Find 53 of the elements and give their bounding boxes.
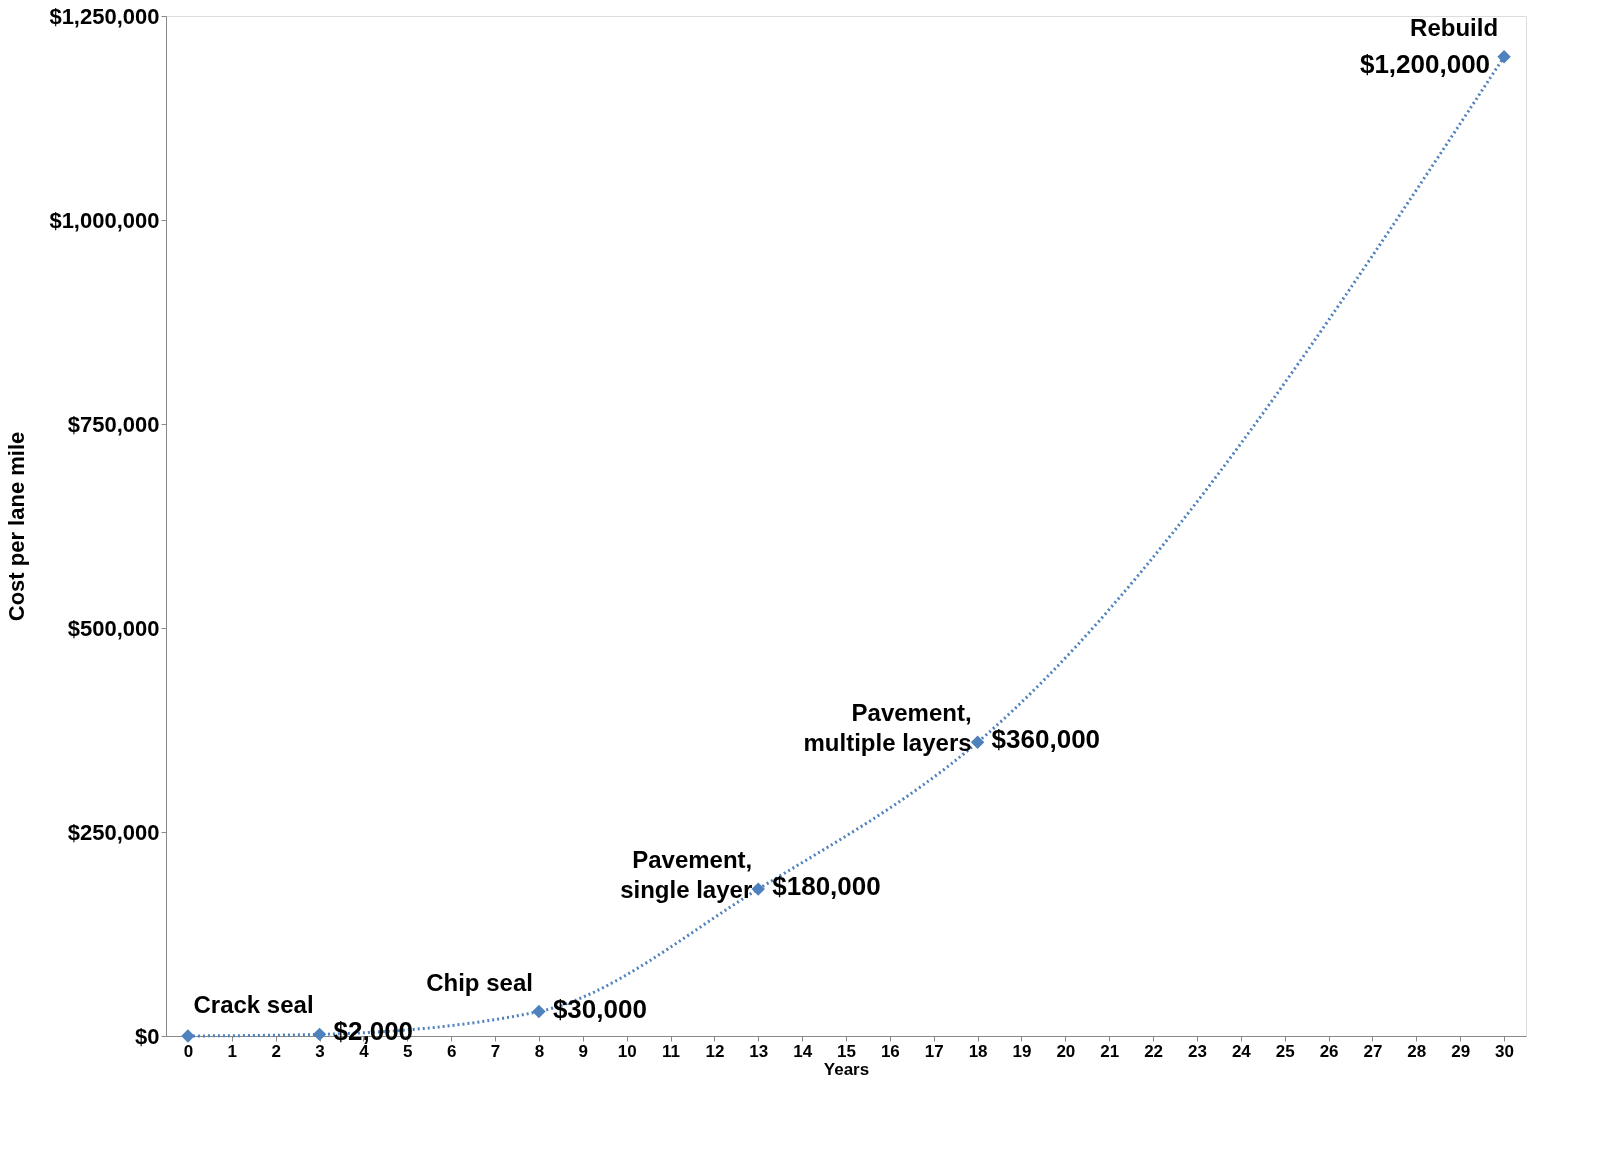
point [532,1004,546,1019]
x-tick-label: 15 [837,1041,856,1061]
y-tick-label: $250,000 [67,819,160,845]
x-tick-label: 2 [271,1041,281,1061]
x-tick-label: 10 [617,1041,637,1061]
y-axis-title: Cost per lane mile [4,431,30,622]
x-tick-label: 11 [662,1041,681,1061]
x-tick-label: 9 [578,1041,589,1061]
point [970,735,985,749]
annotation: Chip seal [426,968,533,996]
point [751,882,765,896]
annotation: Pavement, multiple layers [803,699,972,757]
x-tick-label: 29 [1451,1041,1471,1061]
x-tick-label: 21 [1100,1041,1120,1061]
x-axis-title: Years [823,1059,870,1079]
x-tick-label: 14 [793,1041,813,1061]
x-tick-label: 8 [534,1041,545,1061]
x-tick-label: 23 [1188,1041,1207,1061]
x-tick-label: 7 [490,1041,501,1061]
data-label: $30,000 [552,993,647,1024]
point [181,1029,195,1043]
x-tick-label: 27 [1363,1041,1383,1061]
point [1497,50,1511,64]
annotation: Crack seal [193,991,314,1019]
x-tick-label: 13 [749,1041,769,1061]
annotation: Rebuild [1410,13,1499,41]
y-tick-label: $0 [135,1023,160,1049]
point [312,1027,327,1042]
x-tick-label: 1 [227,1041,238,1061]
y-tick-label: $1,000,000 [49,207,160,233]
x-tick-label: 17 [924,1041,944,1061]
x-tick-label: 16 [880,1041,900,1061]
annotation: Pavement, single layer [620,846,753,904]
y-tick-label: $750,000 [67,411,160,437]
x-tick-label: 20 [1056,1041,1076,1061]
y-tick-label: $1,250,000 [49,3,160,29]
x-tick-label: 12 [705,1041,725,1061]
x-tick-label: 19 [1012,1041,1032,1061]
x-tick-label: 18 [968,1041,988,1061]
x-tick-label: 26 [1319,1041,1339,1061]
x-tick-label: 28 [1407,1041,1427,1061]
x-tick-label: 0 [183,1041,194,1061]
x-tick-label: 25 [1275,1041,1295,1061]
data-label: $1,200,000 [1359,48,1491,79]
x-tick-label: 5 [403,1041,413,1061]
x-tick-label: 6 [446,1041,457,1061]
x-tick-label: 22 [1144,1041,1164,1061]
data-label: $360,000 [991,724,1101,755]
x-tick-label: 3 [315,1041,325,1061]
y-tick-label: $500,000 [67,615,160,641]
x-tick-label: 30 [1495,1041,1515,1061]
data-label: $180,000 [772,871,881,902]
x-tick-label: 24 [1231,1041,1252,1061]
